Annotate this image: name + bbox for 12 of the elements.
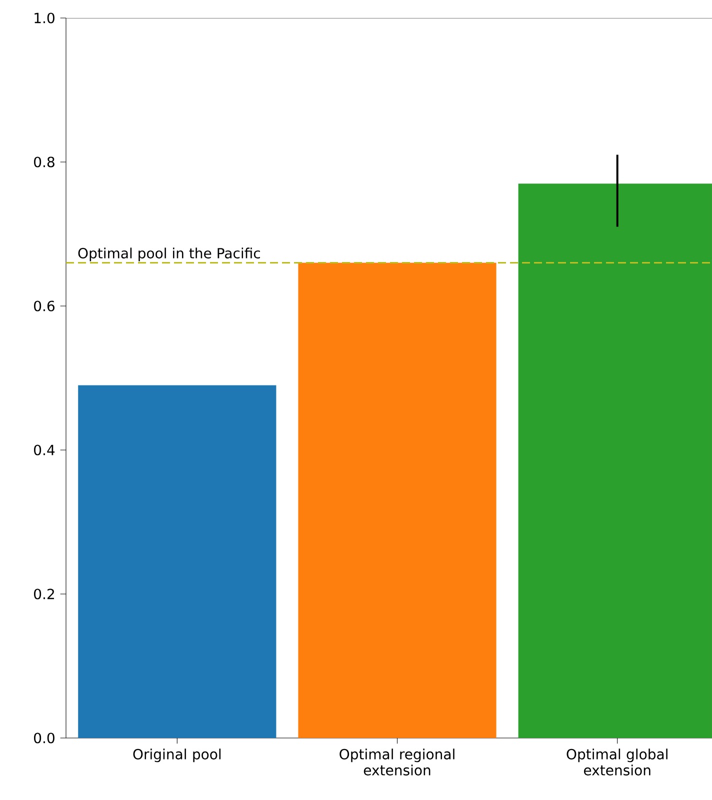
y-tick-label: 1.0 <box>34 12 54 24</box>
x-tick-label: Optimal global extension <box>566 748 668 776</box>
x-tick-label: Original pool <box>133 748 221 762</box>
ref-line-label: Optimal pool in the Pacific <box>78 248 260 262</box>
y-tick-label: 0.0 <box>34 732 54 744</box>
y-tick-label: 0.4 <box>34 444 55 456</box>
bar <box>298 262 496 738</box>
y-tick-label: 0.2 <box>34 588 54 600</box>
y-tick-label: 0.8 <box>34 156 54 168</box>
bar <box>78 385 276 738</box>
y-tick-label: 0.6 <box>34 300 54 312</box>
x-tick-label: Optimal regional extension <box>340 748 454 776</box>
